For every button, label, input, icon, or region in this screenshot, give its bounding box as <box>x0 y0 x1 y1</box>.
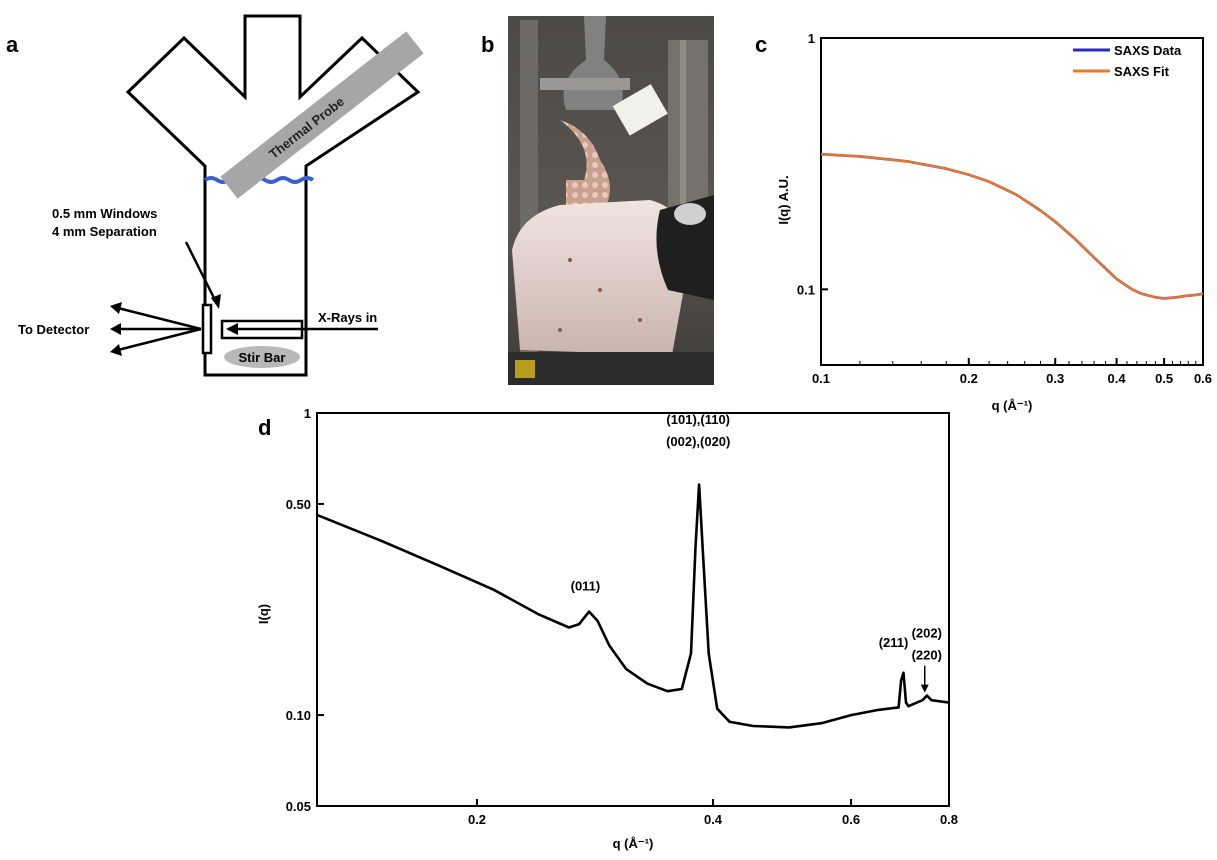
y-tick-label: 0.50 <box>286 497 311 512</box>
peak-label: (202) <box>912 626 942 641</box>
xrays-in-label: X-Rays in <box>318 310 377 325</box>
chart-diffraction: 0.2 0.4 0.6 0.8 0.05 0.10 0.50 1 (011) (101),(11… <box>256 406 958 851</box>
panel-label-b: b <box>481 32 494 57</box>
series-line-saxs-fit <box>821 154 1203 298</box>
peak-label: (211) <box>879 635 909 650</box>
x-tick-label: 0.5 <box>1155 371 1173 386</box>
cell-window <box>203 305 211 353</box>
stir-bar-label: Stir Bar <box>239 350 286 365</box>
x-tick-label: 0.4 <box>704 812 723 827</box>
y-tick-label: 0.05 <box>286 799 311 814</box>
peak-label: (220) <box>912 648 942 663</box>
y-axis-label-c: I(q) A.U. <box>776 175 791 224</box>
x-axis-label-d: q (Å⁻¹) <box>613 836 654 851</box>
thermal-probe: Thermal Probe <box>220 31 423 198</box>
legend-item-saxs-data: SAXS Data <box>1114 43 1182 58</box>
x-tick-label: 0.8 <box>940 812 958 827</box>
y-tick-label: 0.10 <box>286 708 311 723</box>
series-line-saxs-data <box>821 154 1203 298</box>
peak-label: (011) <box>571 579 601 594</box>
x-tick-label: 0.1 <box>812 371 830 386</box>
windows-label-2: 4 mm Separation <box>52 224 157 239</box>
panel-label-c: c <box>755 32 767 57</box>
chart-saxs: 0.1 0.2 0.3 0.4 0.5 0.6 0.1 1 I(q) A.U. q (Å⁻¹)… <box>776 31 1212 413</box>
arrow-icon <box>921 685 929 693</box>
photo-setup <box>508 16 714 385</box>
y-axis-label-d: I(q) <box>256 604 271 624</box>
detector-arrow-icon <box>110 323 121 335</box>
y-tick-label: 0.1 <box>797 282 815 297</box>
detector-arrow-icon <box>110 344 122 356</box>
plot-area-c <box>821 38 1203 365</box>
reactor-schematic: Thermal Probe Stir Bar X-Rays in 0.5 mm … <box>18 16 424 375</box>
series-line <box>317 485 949 728</box>
to-detector-label: To Detector <box>18 322 89 337</box>
x-tick-label: 0.4 <box>1108 371 1127 386</box>
plot-area-d <box>317 413 949 806</box>
panel-label-a: a <box>6 32 19 57</box>
legend-c: SAXS Data SAXS Fit <box>1073 43 1182 79</box>
x-tick-label: 0.3 <box>1046 371 1064 386</box>
windows-label-1: 0.5 mm Windows <box>52 206 157 221</box>
x-axis-label-c: q (Å⁻¹) <box>992 398 1033 413</box>
detector-arrow-icon <box>110 302 122 314</box>
y-tick-label: 1 <box>808 31 815 46</box>
panel-label-d: d <box>258 415 271 440</box>
x-tick-label: 0.2 <box>960 371 978 386</box>
x-tick-label: 0.2 <box>468 812 486 827</box>
x-tick-label: 0.6 <box>842 812 860 827</box>
y-tick-label: 1 <box>304 406 311 421</box>
peak-label: (101),(110) <box>666 412 730 427</box>
x-tick-label: 0.6 <box>1194 371 1212 386</box>
thermal-probe-label: Thermal Probe <box>266 94 347 162</box>
peak-label: (002),(020) <box>666 434 730 449</box>
legend-item-saxs-fit: SAXS Fit <box>1114 64 1170 79</box>
